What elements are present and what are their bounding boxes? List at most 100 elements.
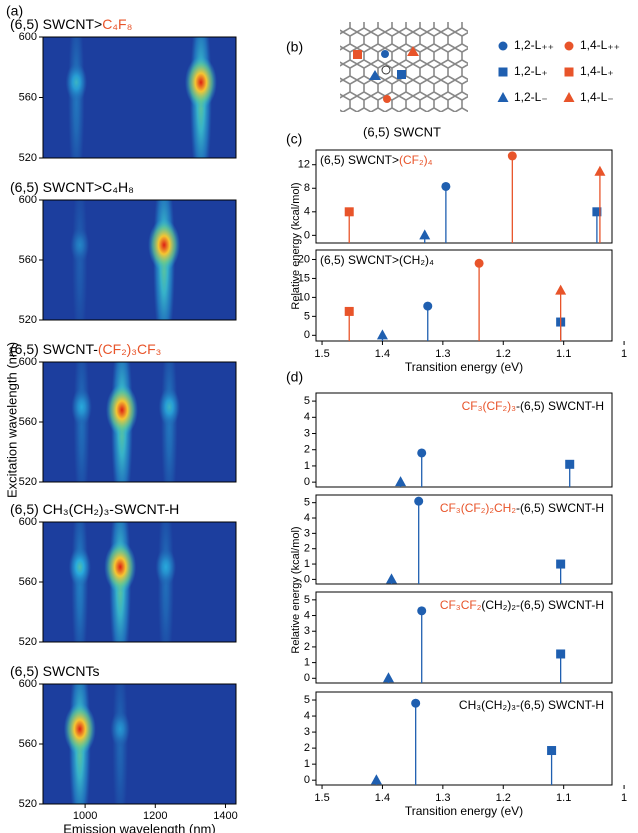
y-tick-label: 0 (304, 229, 310, 241)
peak (70, 227, 90, 263)
title-part: (CH₂)₂-(6,5) SWCNT-H (481, 598, 604, 612)
legend-marker (498, 41, 508, 51)
y-axis-label: Excitation wavelength (nm) (4, 342, 19, 498)
title-part: (CF₂)₄ (399, 153, 433, 167)
y-tick-label: 1 (304, 558, 310, 570)
y-tick-label: 3 (304, 726, 310, 738)
x-tick-label: 1.3 (435, 348, 450, 360)
y-tick-label: 520 (19, 636, 37, 648)
map (71, 362, 181, 482)
peak (110, 710, 131, 748)
y-tick-label: 5 (304, 497, 310, 509)
y-tick-label: 600 (19, 356, 37, 368)
title-part: (6,5) SWCNT>C₄H₈ (10, 179, 134, 195)
peak (184, 56, 217, 109)
chart-title: CF₃CF₂(CH₂)₂-(6,5) SWCNT-H (440, 598, 604, 612)
marker (556, 649, 566, 659)
marker (395, 476, 407, 487)
y-tick-label: 600 (19, 678, 37, 690)
y-tick-label: 0 (304, 774, 310, 786)
site (407, 46, 419, 56)
peak (158, 387, 181, 427)
legend-label: 1,4-L₋ (580, 90, 614, 104)
site (353, 50, 362, 59)
marker (414, 496, 424, 506)
marker (474, 258, 484, 268)
x-tick-label: 1.2 (496, 792, 511, 804)
chart-title: CF₃(CF₂)₃-(6,5) SWCNT-H (462, 399, 604, 413)
y-tick-label: 5 (304, 395, 310, 407)
map (63, 684, 131, 804)
peak (104, 541, 137, 593)
y-tick-label: 4 (304, 609, 310, 621)
y-tick-label: 520 (19, 152, 37, 164)
y-tick-label: 2 (304, 641, 310, 653)
frame (315, 149, 613, 244)
x-tick-label: 1000 (73, 810, 97, 822)
title-part: CF₃CF₂ (440, 598, 482, 612)
legend-label: 1,4-L₊₊ (580, 38, 620, 52)
x-tick-label: 1.1 (556, 348, 571, 360)
y-tick-label: 560 (19, 576, 37, 588)
chart-title: (6,5) SWCNT>C₄F₈ (10, 16, 132, 32)
title-part: (6,5) SWCNT- (10, 341, 98, 357)
title-part: (6,5) SWCNT>(CH₂)₄ (320, 253, 434, 267)
title-part: C₄F₈ (102, 16, 132, 32)
x-tick-label: 1 (621, 348, 627, 360)
marker (565, 459, 575, 469)
y-tick-label: 3 (304, 527, 310, 539)
marker (419, 229, 431, 240)
x-axis-label: Emission wavelength (nm) (63, 821, 215, 833)
marker (556, 559, 566, 569)
marker (592, 207, 602, 217)
y-tick-label: 560 (19, 254, 37, 266)
peak (63, 703, 96, 755)
site (381, 50, 389, 58)
marker (507, 151, 517, 161)
x-tick-label: 1.5 (314, 348, 329, 360)
map (68, 522, 177, 642)
legend-marker (498, 67, 508, 77)
chart-title: (6,5) SWCNT>(CF₂)₄ (320, 153, 433, 167)
title-part: CH₃(CH₂)₃-(6,5) SWCNT-H (459, 698, 604, 712)
y-tick-label: 12 (298, 159, 310, 171)
y-tick-label: 4 (304, 206, 310, 218)
y-tick-label: 3 (304, 427, 310, 439)
chart-title: CF₃(CF₂)₂CH₂-(6,5) SWCNT-H (440, 501, 604, 515)
marker (594, 165, 606, 176)
marker (423, 301, 433, 311)
x-axis-label: Transition energy (eV) (405, 804, 523, 818)
peak (65, 62, 88, 102)
y-axis-label: Relative energy (kcal/mol) (290, 182, 302, 309)
marker (344, 207, 354, 217)
marker (547, 746, 557, 756)
marker (555, 284, 567, 295)
site (381, 65, 391, 75)
marker (441, 181, 451, 191)
legend-marker (564, 41, 574, 51)
x-tick-label: 1.4 (375, 792, 390, 804)
y-tick-label: 5 (304, 694, 310, 706)
y-tick-label: 15 (298, 272, 310, 284)
y-tick-label: 4 (304, 512, 310, 524)
map (65, 37, 217, 158)
y-tick-label: 10 (298, 291, 310, 303)
y-tick-label: 520 (19, 798, 37, 810)
x-tick-label: 1200 (143, 810, 167, 822)
map (70, 200, 181, 320)
title-part: (6,5) SWCNT> (10, 16, 102, 32)
chart-title: (6,5) SWCNT>(CH₂)₄ (320, 253, 434, 267)
chart-title: (6,5) SWCNT-(CF₂)₃CF₃ (10, 341, 161, 357)
y-tick-label: 2 (304, 444, 310, 456)
chart-title: CH₃(CH₂)₃-(6,5) SWCNT-H (459, 698, 604, 712)
y-tick-label: 0 (304, 476, 310, 488)
x-tick-label: 1 (621, 792, 627, 804)
title-part: -(6,5) SWCNT-H (516, 501, 604, 515)
y-tick-label: 5 (304, 310, 310, 322)
map-background (43, 200, 236, 320)
y-tick-label: 2 (304, 742, 310, 754)
x-tick-label: 1.1 (556, 792, 571, 804)
y-tick-label: 560 (19, 91, 37, 103)
y-tick-label: 2 (304, 543, 310, 555)
